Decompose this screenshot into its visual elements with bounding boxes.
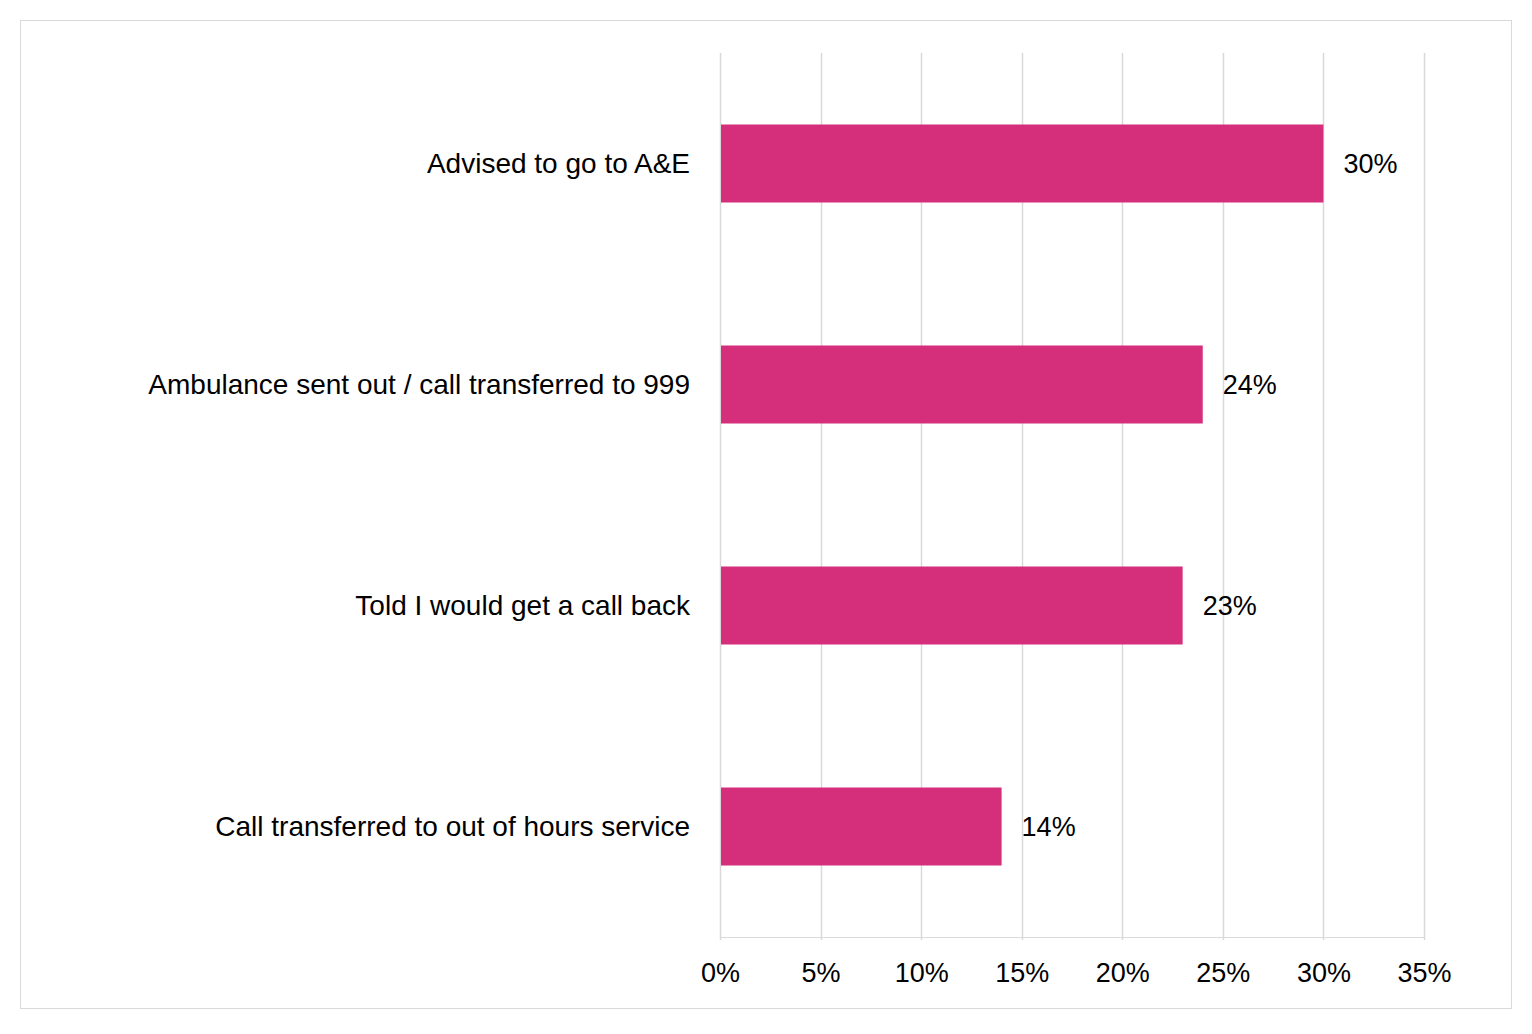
data-label: 23% xyxy=(1203,591,1257,621)
grid-line xyxy=(1424,53,1426,940)
y-tick: Told I would get a call back xyxy=(355,590,720,621)
grid xyxy=(721,53,1425,940)
x-tick-label: 25% xyxy=(1196,958,1250,988)
data-labels: 30% 24% 23% 14% xyxy=(1022,149,1398,842)
x-axis-line xyxy=(721,937,1425,938)
y-tick: Ambulance sent out / call transferred to… xyxy=(148,369,720,400)
category-label: Told I would get a call back xyxy=(355,590,691,621)
chart-frame xyxy=(21,21,1512,1009)
category-label: Advised to go to A&E xyxy=(427,148,690,179)
chart: 0% 5% 10% 15% 20% 25% 30% 35% Advised to go to A… xyxy=(0,0,1532,1034)
x-tick: 0% xyxy=(701,937,740,988)
x-tick-label: 0% xyxy=(701,958,740,988)
x-tick: 25% xyxy=(1196,937,1250,988)
data-label: 24% xyxy=(1223,370,1277,400)
y-tick: Call transferred to out of hours service xyxy=(215,811,720,842)
x-tick: 15% xyxy=(995,937,1049,988)
x-tick-label: 35% xyxy=(1397,958,1451,988)
x-tick-label: 5% xyxy=(802,958,841,988)
bar xyxy=(720,567,1183,645)
x-axis: 0% 5% 10% 15% 20% 25% 30% 35% xyxy=(701,937,1452,988)
bar xyxy=(720,788,1002,866)
y-tick: Advised to go to A&E xyxy=(427,148,720,179)
x-tick: 30% xyxy=(1297,937,1351,988)
x-tick: 10% xyxy=(895,937,949,988)
data-label: 14% xyxy=(1022,812,1076,842)
x-tick-label: 30% xyxy=(1297,958,1351,988)
x-tick: 35% xyxy=(1397,937,1451,988)
y-axis-line xyxy=(720,54,721,938)
x-tick-label: 10% xyxy=(895,958,949,988)
bar xyxy=(720,346,1203,424)
y-axis: Advised to go to A&E Ambulance sent out /… xyxy=(148,54,720,938)
data-label: 30% xyxy=(1343,149,1397,179)
bar xyxy=(720,125,1323,203)
x-tick-label: 20% xyxy=(1096,958,1150,988)
x-tick-label: 15% xyxy=(995,958,1049,988)
x-tick: 20% xyxy=(1096,937,1150,988)
bars xyxy=(720,125,1323,866)
x-tick: 5% xyxy=(802,937,841,988)
category-label: Ambulance sent out / call transferred to… xyxy=(148,369,690,400)
category-label: Call transferred to out of hours service xyxy=(215,811,690,842)
